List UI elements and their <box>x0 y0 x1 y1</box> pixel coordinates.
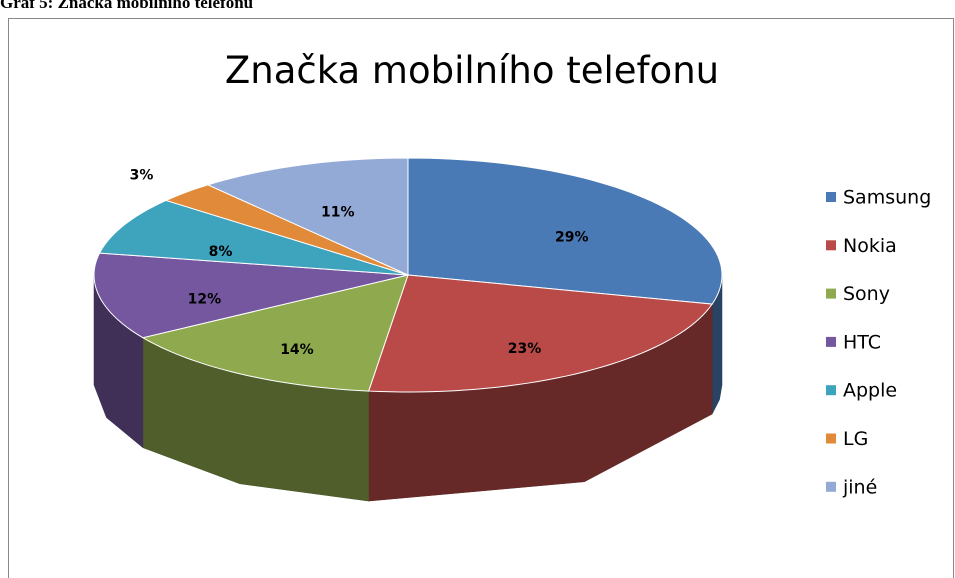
legend-label: Apple <box>843 380 897 402</box>
legend-label: LG <box>843 428 868 450</box>
legend-label: Nokia <box>843 235 897 257</box>
legend-swatch <box>826 240 836 251</box>
chart-title: Značka mobilního telefonu <box>225 49 719 92</box>
pie-slice <box>141 274 409 392</box>
data-label: 11% <box>321 204 355 220</box>
data-label: 3% <box>130 168 154 184</box>
pie-slice <box>206 157 409 276</box>
caption: Graf 5: Značka mobilního telefonu <box>0 0 253 12</box>
pie-slice <box>93 252 409 339</box>
data-label: 23% <box>508 341 542 357</box>
legend-label: Samsung <box>843 187 931 209</box>
data-label: 8% <box>209 244 233 260</box>
legend-label: Sony <box>843 283 890 305</box>
legend-swatch <box>826 192 836 202</box>
pie-slice <box>367 274 714 393</box>
legend-swatch <box>826 336 836 347</box>
pie-slice <box>98 199 409 276</box>
pie-slice <box>407 157 723 305</box>
pie-slice <box>164 184 409 276</box>
legend-swatch <box>826 481 836 492</box>
data-label: 29% <box>555 230 589 246</box>
data-label: 12% <box>188 291 222 307</box>
legend-label: jiné <box>842 476 877 498</box>
legend-label: HTC <box>843 331 881 353</box>
legend-swatch <box>826 433 836 444</box>
legend-swatch <box>826 288 836 299</box>
legend-swatch <box>826 385 836 396</box>
data-label: 14% <box>280 342 314 358</box>
